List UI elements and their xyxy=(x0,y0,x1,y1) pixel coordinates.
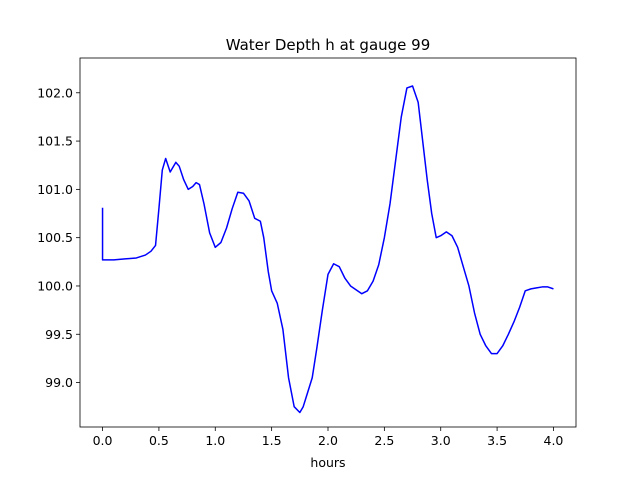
plot-frame xyxy=(79,57,577,428)
series-line-0 xyxy=(101,85,554,414)
plot-area: 0.0 0.5 1.0 1.5 2.0 2.5 3.0 3.5 4.0 99.0 99.5 100.… xyxy=(37,57,577,448)
y-tick-label: 101.5 xyxy=(37,134,73,149)
y-tick-label: 100.0 xyxy=(37,278,73,293)
x-tick-label: 4.0 xyxy=(544,433,564,448)
x-tick-label: 1.0 xyxy=(205,433,225,448)
x-tick-label: 2.0 xyxy=(318,433,338,448)
x-tick-label: 0.5 xyxy=(149,433,169,448)
x-tick-label: 0.0 xyxy=(93,433,113,448)
x-tick-label: 3.5 xyxy=(487,433,507,448)
y-tick-label: 102.0 xyxy=(37,85,73,100)
y-tick-label: 101.0 xyxy=(37,182,73,197)
y-tick-label: 99.5 xyxy=(45,327,73,342)
x-axis: 0.0 0.5 1.0 1.5 2.0 2.5 3.0 3.5 4.0 xyxy=(93,427,564,448)
y-axis: 99.0 99.5 100.0 100.5 101.0 101.5 102.0 xyxy=(37,85,80,390)
x-tick-label: 2.5 xyxy=(374,433,394,448)
x-axis-label: hours xyxy=(310,455,345,470)
series-layer xyxy=(101,85,554,414)
y-tick-label: 100.5 xyxy=(37,230,73,245)
x-tick-label: 3.0 xyxy=(431,433,451,448)
x-tick-label: 1.5 xyxy=(262,433,282,448)
chart-title: Water Depth h at gauge 99 xyxy=(226,36,431,54)
y-tick-label: 99.0 xyxy=(45,375,73,390)
